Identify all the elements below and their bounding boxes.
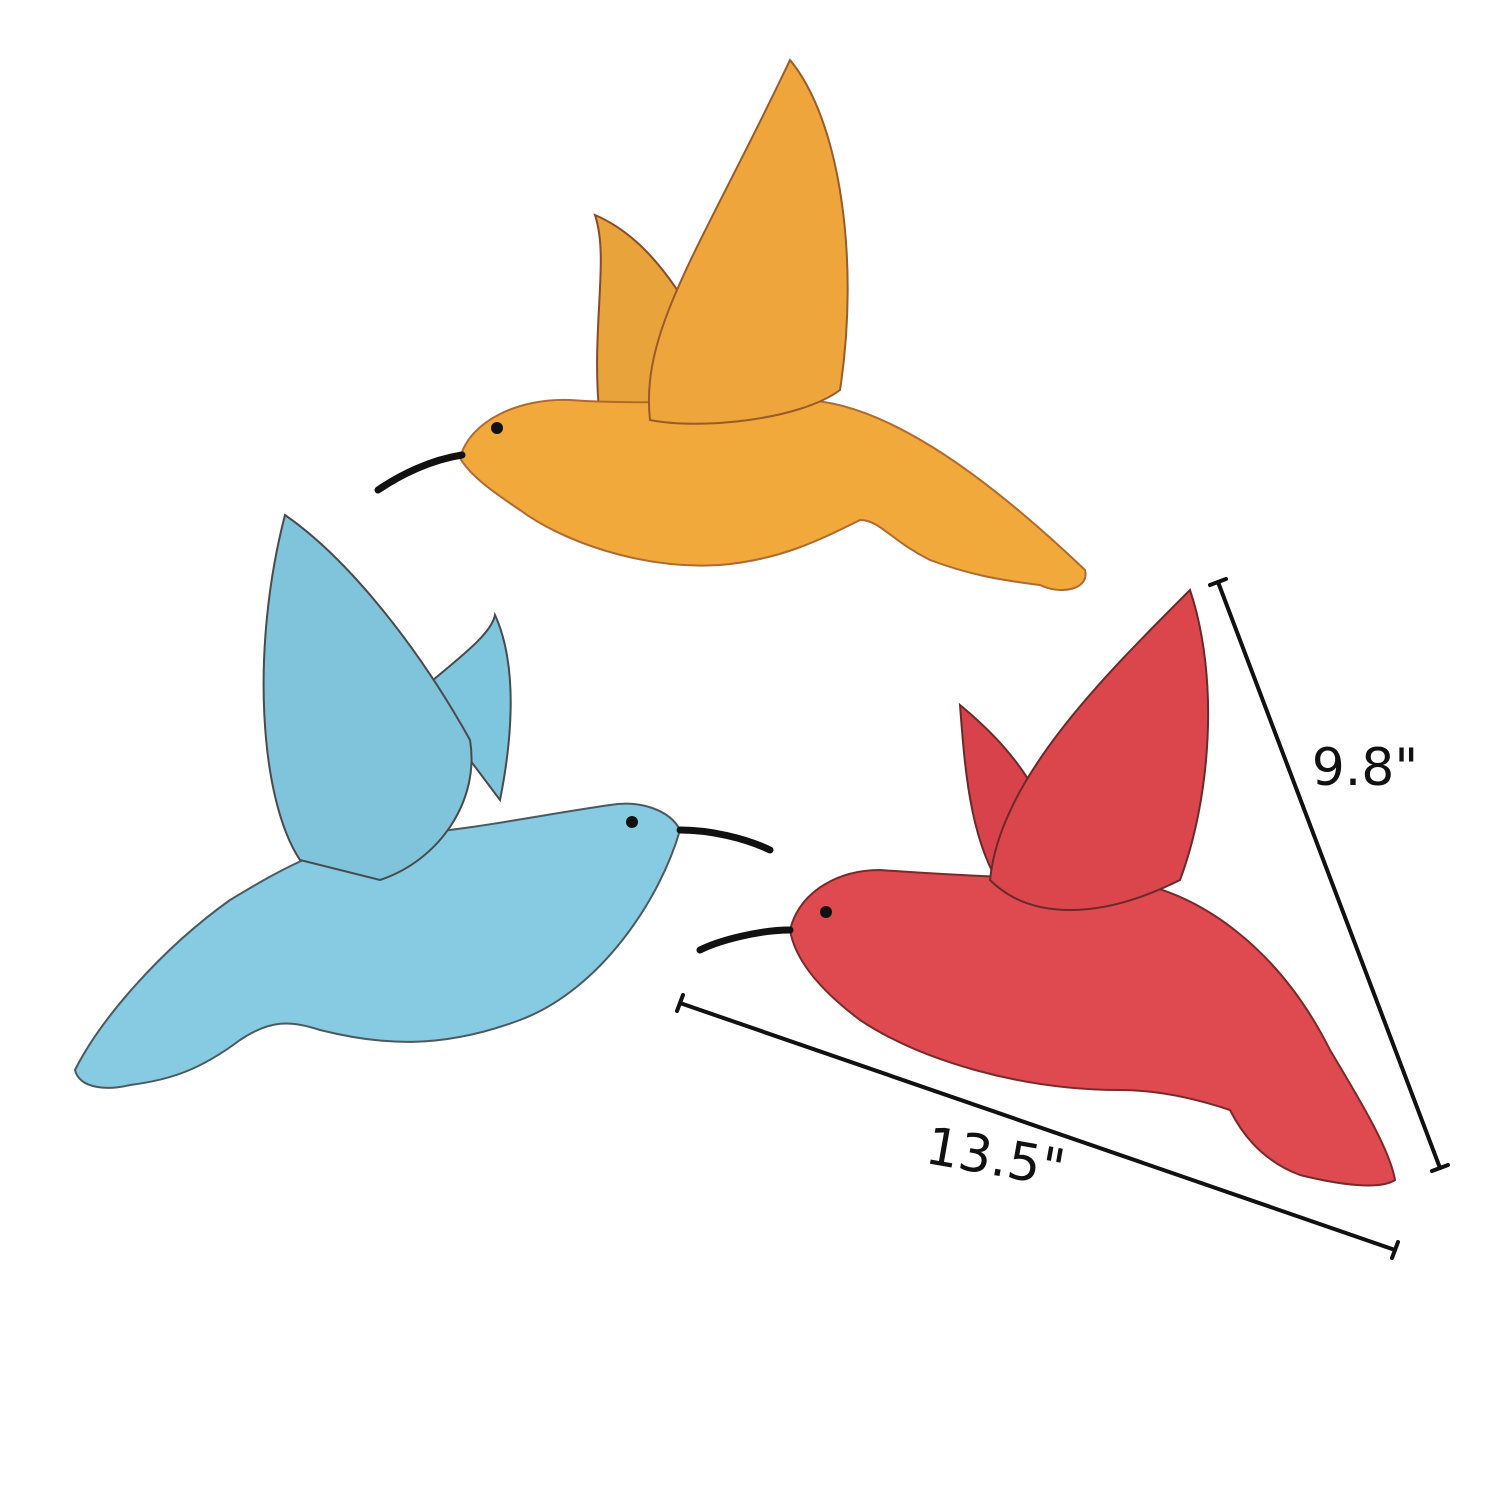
dimension-lines [675,577,1450,1260]
eye [491,422,503,434]
eye [626,816,638,828]
width-line [678,1001,1397,1252]
body [73,802,682,1089]
beak [374,451,466,494]
height-label: 9.8" [1312,738,1419,798]
height-line [1216,580,1442,1170]
orange-hummingbird [374,58,1087,591]
front-wing [648,58,849,425]
beak [696,926,794,954]
height-end [1208,577,1228,587]
width-end [675,993,685,1013]
eye [820,906,832,918]
beak [676,826,774,854]
height-end [1430,1163,1450,1173]
red-hummingbird [696,588,1397,1187]
front-wing [262,513,473,882]
blue-hummingbird [73,513,774,1089]
width-end [1390,1240,1400,1260]
front-wing [988,588,1210,911]
